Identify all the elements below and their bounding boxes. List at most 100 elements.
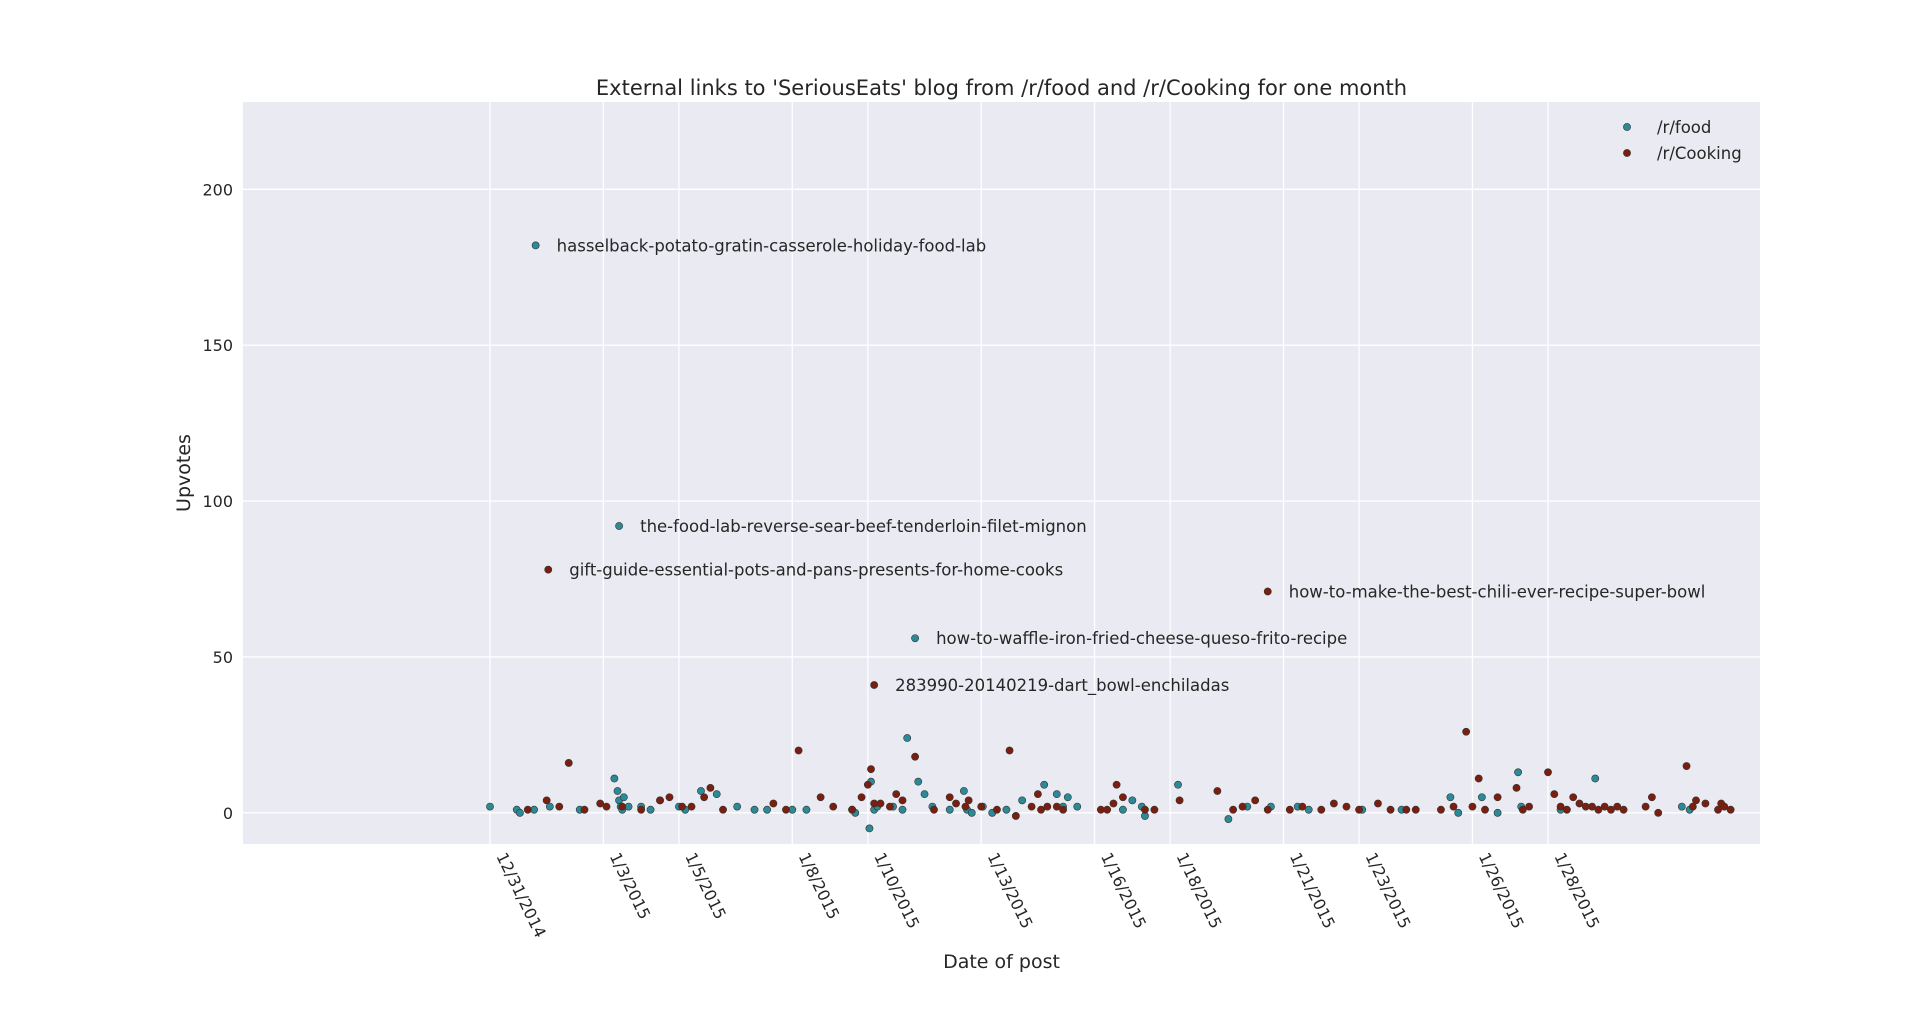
data-point — [865, 824, 874, 833]
data-point — [1493, 808, 1502, 817]
data-point — [1141, 805, 1149, 814]
data-point — [1477, 793, 1486, 802]
data-point — [545, 802, 554, 811]
data-point — [1005, 746, 1014, 755]
data-point — [920, 790, 929, 799]
data-point — [687, 802, 696, 811]
data-point — [1112, 780, 1121, 789]
data-point — [1525, 802, 1534, 811]
data-point — [903, 734, 912, 742]
data-point — [1229, 805, 1238, 814]
data-point — [1641, 802, 1650, 811]
data-point — [1575, 799, 1584, 808]
data-point — [802, 805, 811, 814]
data-point — [857, 793, 866, 802]
data-point — [769, 799, 778, 808]
data-point — [1073, 802, 1082, 811]
annotations: hasselback-potato-gratin-casserole-holid… — [557, 236, 1706, 696]
data-point — [1285, 805, 1294, 814]
data-point — [619, 793, 628, 802]
data-point — [1355, 805, 1363, 814]
legend-marker — [1623, 123, 1631, 131]
data-point — [1562, 805, 1571, 814]
data-point — [531, 241, 540, 250]
data-point — [930, 805, 938, 814]
data-point — [1454, 808, 1463, 817]
grid-lines — [243, 102, 1760, 844]
data-point — [637, 805, 646, 814]
data-point — [1174, 780, 1182, 789]
annotation-label: how-to-make-the-best-chili-ever-recipe-s… — [1289, 582, 1706, 601]
data-point — [1128, 796, 1137, 805]
data-point — [1103, 805, 1112, 814]
data-point — [544, 565, 553, 574]
data-point — [1474, 774, 1483, 783]
data-point — [1386, 805, 1395, 814]
data-point — [898, 796, 907, 805]
plot-area — [243, 102, 1760, 844]
data-point — [1059, 805, 1067, 814]
data-point — [1544, 768, 1552, 777]
data-point — [1018, 796, 1027, 805]
data-point — [863, 780, 872, 789]
data-point — [646, 805, 655, 814]
data-point — [911, 752, 919, 761]
data-point — [977, 802, 986, 811]
data-point — [914, 777, 923, 786]
data-point — [1726, 805, 1735, 814]
data-point — [1011, 812, 1020, 820]
data-point — [1238, 802, 1247, 811]
data-point — [952, 799, 960, 808]
data-point — [1569, 793, 1578, 802]
data-point — [1556, 802, 1565, 811]
legend: /r/food/r/Cooking — [1623, 118, 1742, 163]
data-point — [1607, 805, 1615, 814]
data-point — [610, 774, 619, 783]
data-point — [1468, 802, 1477, 811]
data-point — [876, 799, 885, 808]
data-point — [967, 808, 976, 817]
data-point — [1150, 805, 1159, 814]
data-point — [1677, 802, 1686, 811]
data-point — [892, 790, 901, 799]
data-point — [1714, 805, 1722, 814]
data-point — [1449, 802, 1458, 811]
data-point — [486, 802, 494, 811]
data-point — [794, 746, 803, 755]
y-tick-label: 150 — [202, 336, 233, 355]
data-point — [1720, 802, 1729, 811]
data-point — [1052, 790, 1061, 799]
data-point — [1594, 805, 1603, 814]
data-point — [961, 802, 970, 811]
data-point — [1613, 802, 1622, 811]
data-point — [656, 796, 664, 805]
data-point — [706, 783, 715, 792]
data-point — [1298, 802, 1307, 811]
data-point — [945, 793, 954, 802]
data-point — [782, 805, 790, 814]
data-point — [1251, 796, 1260, 805]
data-point — [750, 805, 759, 814]
data-point — [1329, 799, 1338, 808]
chart-title: External links to 'SeriousEats' blog fro… — [596, 76, 1407, 100]
data-point — [1682, 762, 1691, 770]
data-point — [618, 802, 627, 811]
annotation-label: 283990-20140219-dart_bowl-enchiladas — [895, 676, 1229, 696]
series-cooking — [523, 565, 1735, 820]
annotation-label: hasselback-potato-gratin-casserole-holid… — [557, 236, 987, 255]
data-point — [1175, 796, 1184, 805]
data-point — [1043, 802, 1052, 811]
data-point — [1317, 805, 1326, 814]
data-point — [542, 796, 551, 805]
data-point — [580, 805, 589, 814]
data-point — [678, 802, 686, 811]
data-point — [885, 802, 894, 811]
data-point — [1512, 783, 1521, 792]
data-point — [993, 805, 1001, 814]
data-point — [1688, 802, 1697, 811]
data-point — [911, 634, 919, 643]
data-point — [697, 787, 705, 795]
y-tick-label: 200 — [202, 180, 233, 199]
y-tick-label: 0 — [223, 804, 233, 823]
